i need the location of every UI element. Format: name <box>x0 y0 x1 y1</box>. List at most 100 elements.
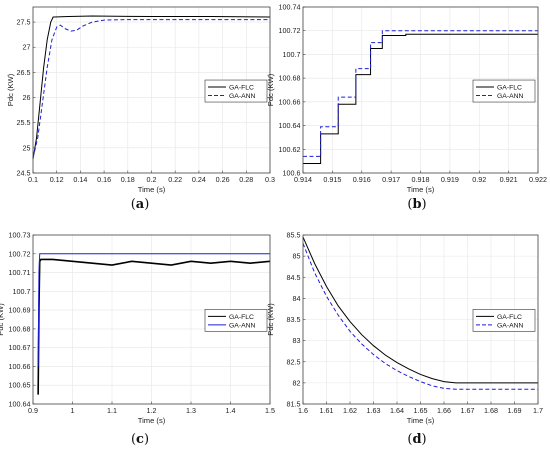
legend-label-ga-flc: GA-FLC <box>497 314 522 321</box>
x-axis-label: Time (s) <box>138 416 166 425</box>
x-tick-label: 0.916 <box>353 175 371 184</box>
y-tick-label: 100.62 <box>279 145 301 154</box>
x-tick-label: 0.22 <box>168 175 182 184</box>
x-tick-label: 0.16 <box>97 175 111 184</box>
y-tick-label: 84.5 <box>287 273 301 282</box>
chart-d: 1.6 1.61 1.62 1.63 1.64 1.65 1.66 1.67 1.68 1.69 1… <box>266 231 543 448</box>
x-tick-label: 0.26 <box>216 175 230 184</box>
y-axis-label: Pdc (KW) <box>0 303 5 336</box>
subfigure-caption: (c) <box>131 432 149 447</box>
x-tick-label: 0.919 <box>441 175 459 184</box>
subfigure-letter: a <box>136 197 145 212</box>
y-tick-label: 85.5 <box>287 231 301 240</box>
x-tick-label: 1.5 <box>265 406 275 415</box>
x-tick-label: 1.2 <box>147 406 157 415</box>
x-tick-label: 1.66 <box>437 406 451 415</box>
y-tick-label: 100.74 <box>279 3 301 12</box>
chart-c: 0.9 1 1.1 1.2 1.3 1.4 1.5 100.64 100.65 100.66 100… <box>0 231 275 448</box>
legend-box <box>204 79 268 103</box>
x-tick-label: 0.915 <box>323 175 341 184</box>
y-tick-label: 83.5 <box>287 315 301 324</box>
legend-label-ga-flc: GA-FLC <box>229 84 254 91</box>
legend-label-ga-flc: GA-FLC <box>497 84 522 91</box>
x-axis-label: Time (s) <box>407 185 435 194</box>
y-tick-label: 100.7 <box>13 287 31 296</box>
x-tick-label: 1.3 <box>186 406 196 415</box>
legend-label-ga-flc: GA-FLC <box>229 314 254 321</box>
series-line-ga-flc <box>32 15 271 160</box>
y-tick-label: 24.5 <box>17 169 31 178</box>
y-tick-label: 100.6 <box>283 169 301 178</box>
y-tick-label: 83 <box>293 336 301 345</box>
legend: GA-FLC GA-ANN <box>204 79 268 103</box>
subfigure-letter: d <box>412 432 421 447</box>
series-line-ga-ann <box>302 243 538 390</box>
subfigure-caption: (a) <box>131 197 150 212</box>
x-axis-label: Time (s) <box>407 416 435 425</box>
legend-box <box>472 309 536 332</box>
subfigure-caption: (b) <box>407 197 426 212</box>
x-axis-label: Time (s) <box>138 185 166 194</box>
y-axis-label: Pdc (KW) <box>266 303 275 336</box>
series-line-ga-flc <box>37 258 271 395</box>
x-tick-label: 1.64 <box>390 406 404 415</box>
x-tick-label: 1.63 <box>367 406 381 415</box>
x-tick-label: 1.69 <box>508 406 522 415</box>
x-tick-label: 1.6 <box>298 406 308 415</box>
y-tick-label: 100.69 <box>9 306 31 315</box>
y-tick-label: 100.72 <box>9 249 31 258</box>
x-tick-label: 1.68 <box>484 406 498 415</box>
subfigure-letter: c <box>136 432 144 447</box>
y-tick-label: 81.5 <box>287 400 301 409</box>
series-line-ga-flc <box>303 33 538 165</box>
x-tick-label: 0.1 <box>28 175 38 184</box>
y-tick-label: 100.68 <box>9 324 31 333</box>
y-tick-label: 85 <box>293 252 301 261</box>
x-tick-label: 1.1 <box>107 406 117 415</box>
legend-box <box>204 309 268 332</box>
chart-b: 0.914 0.915 0.916 0.917 0.918 0.919 0.92 0.921 0… <box>266 3 547 213</box>
y-tick-label: 100.71 <box>9 268 31 277</box>
legend-label-ga-ann: GA-ANN <box>229 93 256 100</box>
y-tick-label: 100.73 <box>9 231 31 240</box>
series-line-ga-ann <box>303 30 538 157</box>
legend-label-ga-ann: GA-ANN <box>497 322 524 329</box>
series-line-ga-flc <box>302 236 538 384</box>
y-tick-label: 26 <box>23 93 31 102</box>
x-tick-label: 0.918 <box>412 175 430 184</box>
series-line-ga-ann <box>32 19 270 159</box>
y-tick-label: 100.64 <box>279 121 301 130</box>
x-tick-label: 1 <box>71 406 75 415</box>
y-tick-label: 26.5 <box>17 68 31 77</box>
x-tick-label: 0.914 <box>294 175 312 184</box>
y-tick-label: 25.5 <box>17 118 31 127</box>
x-tick-label: 0.24 <box>192 175 206 184</box>
y-tick-label: 82 <box>293 378 301 387</box>
x-tick-label: 0.2 <box>147 175 157 184</box>
x-tick-label: 0.9 <box>28 406 38 415</box>
legend-box <box>472 79 536 103</box>
x-tick-label: 0.922 <box>529 175 547 184</box>
x-tick-label: 1.67 <box>461 406 475 415</box>
y-axis-label: Pdc (KW) <box>266 73 275 106</box>
y-axis-label: Pdc (KW) <box>6 73 15 106</box>
chart-a: 0.1 0.12 0.14 0.16 0.18 0.2 0.22 0.24 0.26 0.28 0.… <box>6 6 275 212</box>
x-tick-label: 1.61 <box>320 406 334 415</box>
y-tick-label: 82.5 <box>287 357 301 366</box>
x-tick-label: 1.62 <box>343 406 357 415</box>
x-tick-label: 0.917 <box>382 175 400 184</box>
x-tick-label: 0.921 <box>500 175 518 184</box>
x-tick-label: 0.14 <box>73 175 87 184</box>
subfigure-caption: (d) <box>407 432 426 447</box>
y-tick-label: 27.5 <box>17 18 31 27</box>
x-tick-label: 0.28 <box>239 175 253 184</box>
y-tick-label: 100.66 <box>9 362 31 371</box>
subfigure-letter: b <box>412 197 421 212</box>
legend-label-ga-ann: GA-ANN <box>497 93 524 100</box>
y-tick-label: 100.66 <box>279 97 301 106</box>
y-tick-label: 25 <box>23 143 31 152</box>
legend: GA-FLC GA-ANN <box>472 79 536 103</box>
